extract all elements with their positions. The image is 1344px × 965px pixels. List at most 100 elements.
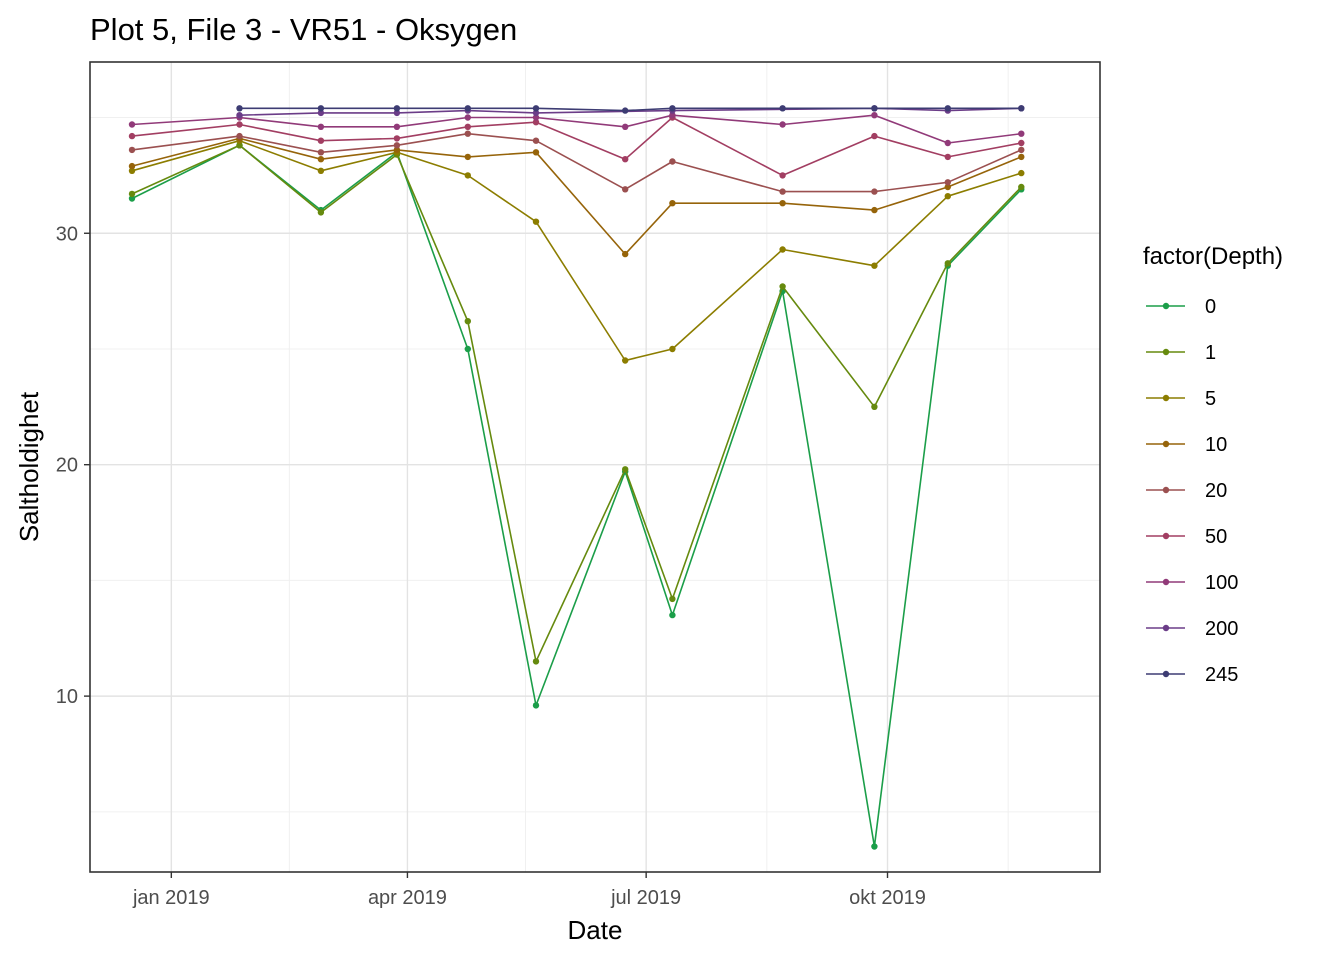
data-point-20 — [393, 142, 401, 149]
data-point-1 — [128, 190, 136, 198]
data-point-50 — [1018, 139, 1025, 147]
data-point-1 — [669, 595, 676, 603]
y-tick-label: 30 — [56, 223, 78, 245]
data-point-245 — [871, 105, 878, 112]
data-point-100 — [532, 114, 540, 121]
y-tick-label: 10 — [56, 686, 78, 708]
data-point-100 — [128, 121, 136, 128]
data-point-1 — [871, 403, 878, 410]
legend-label: 1 — [1205, 342, 1216, 364]
data-point-50 — [532, 119, 540, 126]
data-point-20 — [871, 188, 878, 195]
data-point-20 — [532, 137, 540, 144]
series-layer — [128, 105, 1025, 850]
data-point-20 — [669, 158, 676, 165]
data-point-10 — [464, 153, 471, 161]
data-point-100 — [871, 112, 878, 119]
series-line-0 — [131, 144, 1022, 848]
legend-item-100: 100 — [1146, 572, 1238, 594]
data-point-0 — [871, 843, 878, 850]
series-245 — [236, 105, 1025, 114]
data-point-50 — [622, 156, 629, 163]
data-point-50 — [779, 172, 786, 179]
series-line-10 — [131, 137, 1022, 255]
data-point-50 — [317, 137, 325, 144]
data-point-100 — [317, 123, 325, 130]
data-point-1 — [944, 260, 951, 267]
data-point-200 — [393, 109, 401, 117]
data-point-50 — [393, 135, 401, 142]
x-tick-label: okt 2019 — [849, 887, 926, 909]
data-point-1 — [317, 209, 325, 216]
legend-key-point — [1162, 394, 1170, 402]
legend-label: 20 — [1205, 480, 1227, 502]
plot-border — [89, 61, 1101, 873]
data-point-20 — [779, 188, 786, 195]
data-point-0 — [669, 611, 676, 619]
x-tick-label: jul 2019 — [610, 887, 681, 909]
data-point-20 — [622, 186, 629, 193]
y-tick-label: 20 — [56, 455, 78, 477]
legend-label: 5 — [1205, 388, 1216, 410]
data-point-100 — [1018, 130, 1025, 137]
data-point-5 — [871, 262, 878, 269]
legend-item-5: 5 — [1146, 388, 1216, 410]
legend-label: 50 — [1205, 526, 1227, 548]
data-point-0 — [464, 345, 471, 353]
series-line-50 — [131, 116, 1022, 177]
legend-key-point — [1162, 624, 1170, 632]
data-point-1 — [532, 658, 540, 665]
legend-label: 0 — [1205, 296, 1216, 318]
legend-key-point — [1162, 302, 1170, 310]
data-point-245 — [532, 105, 540, 112]
data-point-245 — [236, 105, 243, 112]
x-tick-label: jan 2019 — [132, 887, 210, 909]
data-point-245 — [464, 105, 471, 112]
data-point-20 — [236, 132, 243, 140]
grid-minor — [90, 62, 1100, 872]
data-point-200 — [532, 109, 540, 117]
data-point-200 — [317, 109, 325, 117]
y-axis-title: Saltholdighet — [14, 391, 44, 542]
data-point-5 — [532, 218, 540, 225]
data-point-10 — [128, 162, 136, 170]
legend-key-point — [1162, 532, 1170, 540]
plot-panel — [90, 62, 1100, 872]
legend-label: 200 — [1205, 618, 1238, 640]
data-point-245 — [393, 105, 401, 112]
series-5 — [128, 137, 1025, 364]
data-point-10 — [871, 206, 878, 214]
data-point-100 — [393, 123, 401, 130]
data-point-5 — [944, 193, 951, 200]
legend-key-point — [1162, 670, 1170, 678]
x-tick-label: apr 2019 — [368, 887, 447, 909]
data-point-0 — [532, 702, 540, 709]
legend-item-1: 1 — [1146, 342, 1216, 364]
data-point-245 — [317, 105, 325, 112]
legend-item-200: 200 — [1146, 618, 1238, 640]
data-point-20 — [128, 146, 136, 154]
data-point-10 — [779, 200, 786, 207]
series-1 — [128, 142, 1025, 665]
series-line-1 — [131, 144, 1022, 663]
data-point-1 — [622, 466, 629, 473]
data-point-0 — [128, 195, 136, 202]
legend-key-point — [1162, 440, 1170, 448]
data-point-50 — [236, 121, 243, 128]
data-point-5 — [464, 172, 471, 179]
data-point-20 — [1018, 146, 1025, 154]
series-line-100 — [131, 114, 1022, 144]
data-point-50 — [944, 153, 951, 161]
series-50 — [128, 114, 1025, 179]
chart-title: Plot 5, File 3 - VR51 - Oksygen — [90, 12, 517, 47]
series-line-20 — [131, 132, 1022, 193]
data-point-200 — [236, 112, 243, 119]
legend: 0 1 5 10 20 50 100 200 245 — [1146, 296, 1238, 686]
data-point-100 — [464, 114, 471, 121]
data-point-1 — [1018, 183, 1025, 191]
data-point-5 — [669, 345, 676, 353]
data-point-5 — [1018, 169, 1025, 177]
data-point-50 — [871, 132, 878, 140]
